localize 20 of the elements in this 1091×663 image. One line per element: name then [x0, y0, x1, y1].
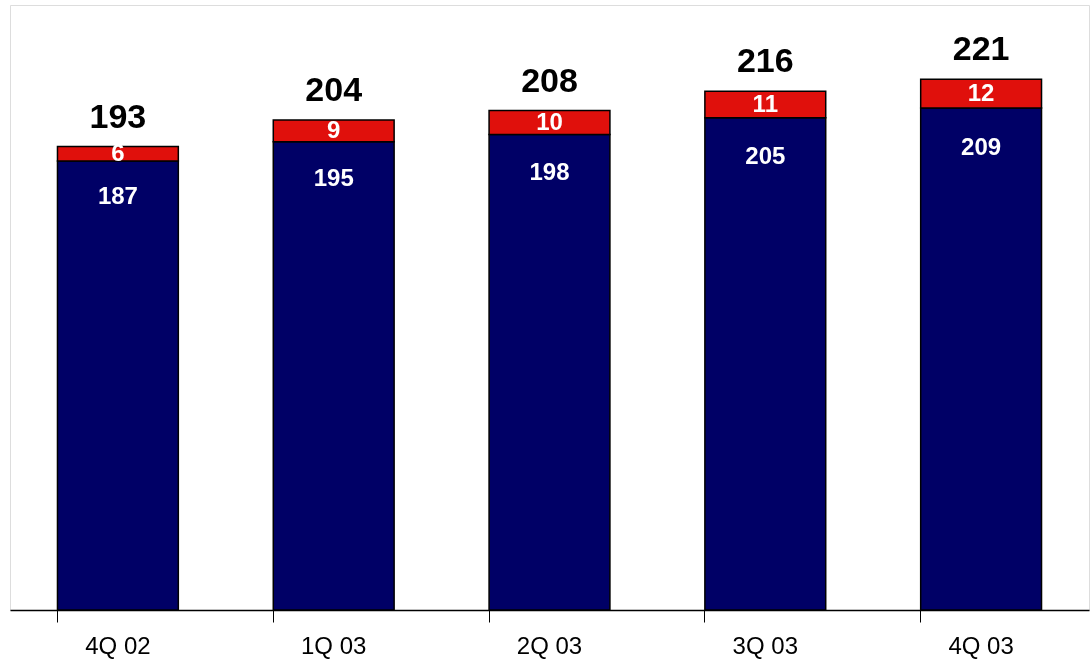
- x-tick-label: 4Q 02: [85, 631, 151, 659]
- x-tick-label: 4Q 03: [948, 631, 1014, 659]
- data-label: 187: [97, 181, 138, 209]
- total-label: 208: [521, 60, 578, 99]
- data-label: 9: [327, 115, 341, 143]
- data-label: 11: [752, 89, 778, 117]
- data-label: 195: [313, 164, 354, 192]
- data-label: 12: [967, 78, 995, 106]
- data-label: 209: [961, 133, 1002, 161]
- total-label: 216: [736, 41, 794, 80]
- data-label: 205: [745, 142, 786, 170]
- x-tick-label: 1Q 03: [301, 631, 367, 659]
- data-label: 198: [529, 157, 570, 185]
- total-label: 204: [305, 70, 363, 109]
- data-label: 10: [536, 107, 563, 135]
- total-label: 221: [952, 29, 1010, 68]
- data-label: 6: [111, 138, 125, 166]
- total-label: 193: [89, 96, 147, 135]
- x-tick-label: 2Q 03: [516, 631, 583, 659]
- x-tick-label: 3Q 03: [732, 631, 798, 659]
